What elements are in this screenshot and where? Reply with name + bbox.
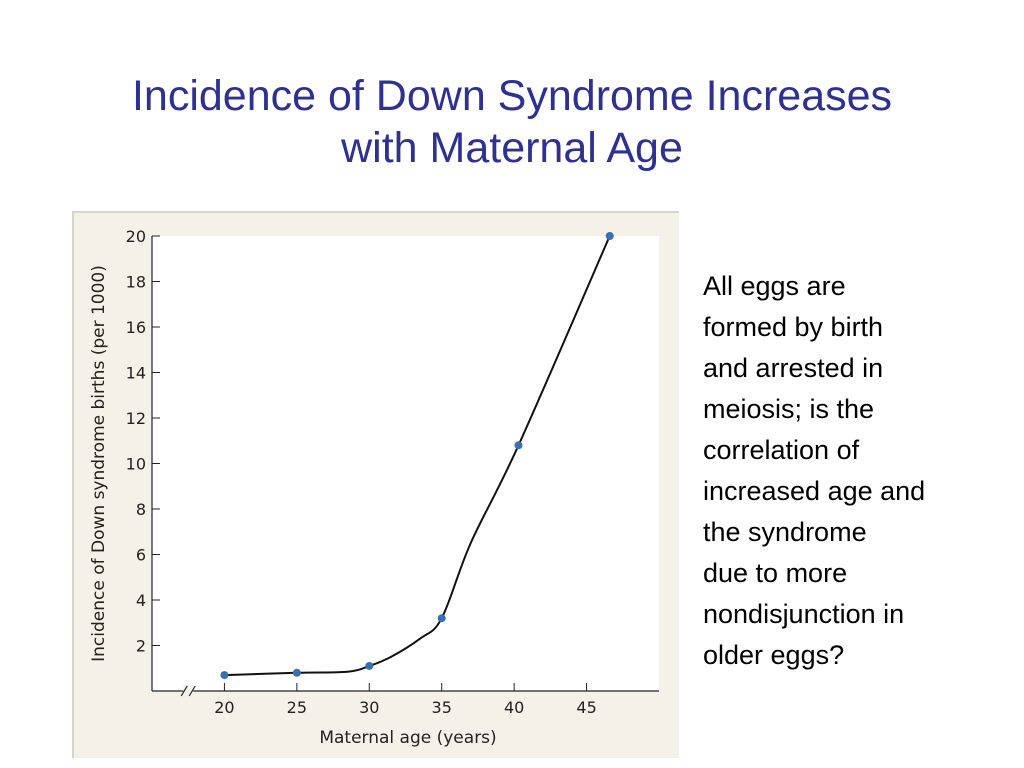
body-line: the syndrome: [703, 517, 867, 547]
body-line: nondisjunction in: [703, 599, 905, 629]
slide-title: Incidence of Down Syndrome Increases wit…: [0, 70, 1024, 174]
body-line: All eggs are: [703, 271, 846, 301]
chart-figure: 2 4 6 8 10 12 14 16 18 20 20 25 30 35 40 45 Incidence o…: [72, 211, 679, 758]
y-tick-label: 18: [126, 273, 146, 292]
slide-title-line-2: with Maternal Age: [341, 124, 683, 172]
x-tick-label: 45: [576, 698, 596, 717]
data-point: [514, 441, 523, 450]
x-tick-label: 25: [287, 698, 307, 717]
y-axis-label: Incidence of Down syndrome births (per 1…: [89, 265, 109, 662]
y-tick-label: 8: [136, 500, 146, 519]
axes: 2 4 6 8 10 12 14 16 18 20 20 25 30 35 40 45: [126, 227, 659, 717]
data-point: [220, 671, 229, 680]
body-line: older eggs?: [703, 640, 845, 670]
body-line: due to more: [703, 558, 848, 588]
x-tick-label: 35: [432, 698, 452, 717]
side-question-text: All eggs are formed by birth and arreste…: [703, 266, 1003, 676]
series-layer: [220, 232, 614, 680]
y-tick-label: 4: [136, 591, 146, 610]
x-tick-label: 30: [359, 698, 379, 717]
body-line: formed by birth: [703, 312, 884, 342]
body-line: and arrested in: [703, 353, 884, 383]
body-line: increased age and: [703, 476, 926, 506]
data-point: [292, 668, 301, 677]
data-point: [437, 614, 446, 623]
x-tick-label: 20: [214, 698, 234, 717]
body-line: meiosis; is the: [703, 394, 875, 424]
data-point: [365, 661, 374, 670]
slide-title-line-1: Incidence of Down Syndrome Increases: [131, 72, 893, 120]
x-axis-label: Maternal age (years): [319, 728, 496, 748]
y-tick-label: 12: [126, 409, 146, 428]
y-tick-label: 20: [126, 227, 146, 246]
body-line: correlation of: [703, 435, 860, 465]
y-tick-label: 10: [126, 455, 146, 474]
x-tick-label: 40: [504, 698, 524, 717]
line-chart: 2 4 6 8 10 12 14 16 18 20 20 25 30 35 40 45 Incidence o…: [89, 227, 659, 748]
data-point: [605, 232, 614, 240]
axis-break-mark: [180, 685, 196, 697]
y-tick-label: 14: [126, 364, 146, 383]
y-tick-label: 6: [136, 546, 146, 565]
plot-area: [152, 236, 659, 691]
y-tick-label: 2: [136, 637, 146, 656]
y-tick-label: 16: [126, 318, 146, 337]
